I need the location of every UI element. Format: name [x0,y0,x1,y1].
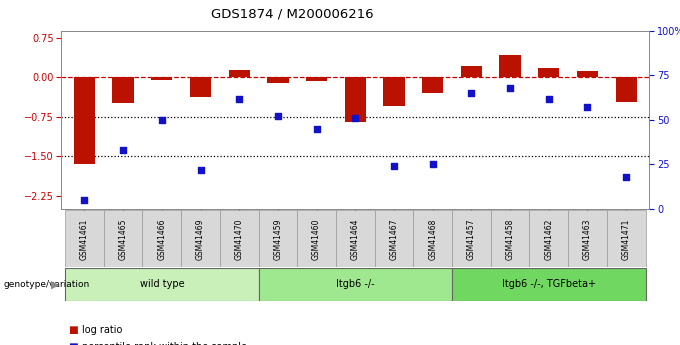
Text: ■: ■ [68,325,78,335]
Point [427,161,438,167]
Text: GSM41470: GSM41470 [235,218,243,260]
Point [79,197,90,203]
Bar [258,268,452,301]
Text: ■: ■ [68,342,78,345]
Bar [491,210,530,267]
Bar [181,210,220,267]
Bar [452,210,491,267]
Point [543,96,554,101]
Point [311,126,322,131]
Bar [461,66,482,77]
Point [156,117,167,123]
Point [582,105,593,110]
Bar [530,210,568,267]
Bar [65,210,104,267]
Text: GSM41466: GSM41466 [157,218,167,260]
Bar [267,77,288,83]
Text: log ratio: log ratio [82,325,122,335]
Text: wild type: wild type [139,279,184,289]
Bar [306,77,327,81]
Bar [615,77,637,102]
Text: GSM41462: GSM41462 [544,218,554,259]
Text: GSM41461: GSM41461 [80,218,89,259]
Point [388,163,399,169]
Bar [143,210,181,267]
Text: ▶: ▶ [52,279,60,289]
Bar [112,77,134,104]
Bar [65,268,258,301]
Text: GDS1874 / M200006216: GDS1874 / M200006216 [211,8,374,21]
Point [195,167,206,172]
Bar [384,77,405,106]
Bar [220,210,258,267]
Text: Itgb6 -/-, TGFbeta+: Itgb6 -/-, TGFbeta+ [502,279,596,289]
Bar [151,77,173,80]
Bar [190,77,211,97]
Text: GSM41460: GSM41460 [312,218,321,260]
Text: GSM41464: GSM41464 [351,218,360,260]
Text: GSM41458: GSM41458 [506,218,515,259]
Bar [538,68,560,77]
Text: Itgb6 -/-: Itgb6 -/- [336,279,375,289]
Text: GSM41457: GSM41457 [467,218,476,260]
Bar [228,70,250,77]
Text: GSM41467: GSM41467 [390,218,398,260]
Bar [336,210,375,267]
Bar [345,77,366,122]
Point [234,96,245,101]
Text: GSM41463: GSM41463 [583,218,592,260]
Text: percentile rank within the sample: percentile rank within the sample [82,342,247,345]
Bar [577,71,598,77]
Point [273,114,284,119]
Text: GSM41468: GSM41468 [428,218,437,259]
Point [350,115,360,121]
Bar [375,210,413,267]
Point [505,85,515,91]
Text: GSM41465: GSM41465 [118,218,128,260]
Bar [73,77,95,164]
Bar [297,210,336,267]
Bar [452,268,645,301]
Text: GSM41469: GSM41469 [196,218,205,260]
Point [466,90,477,96]
Bar [413,210,452,267]
Bar [499,55,521,77]
Bar [104,210,143,267]
Bar [568,210,607,267]
Bar [607,210,645,267]
Point [621,174,632,179]
Text: genotype/variation: genotype/variation [3,280,90,289]
Bar [258,210,297,267]
Text: GSM41459: GSM41459 [273,218,282,260]
Bar [422,77,443,93]
Text: GSM41471: GSM41471 [622,218,630,259]
Point [118,147,129,153]
